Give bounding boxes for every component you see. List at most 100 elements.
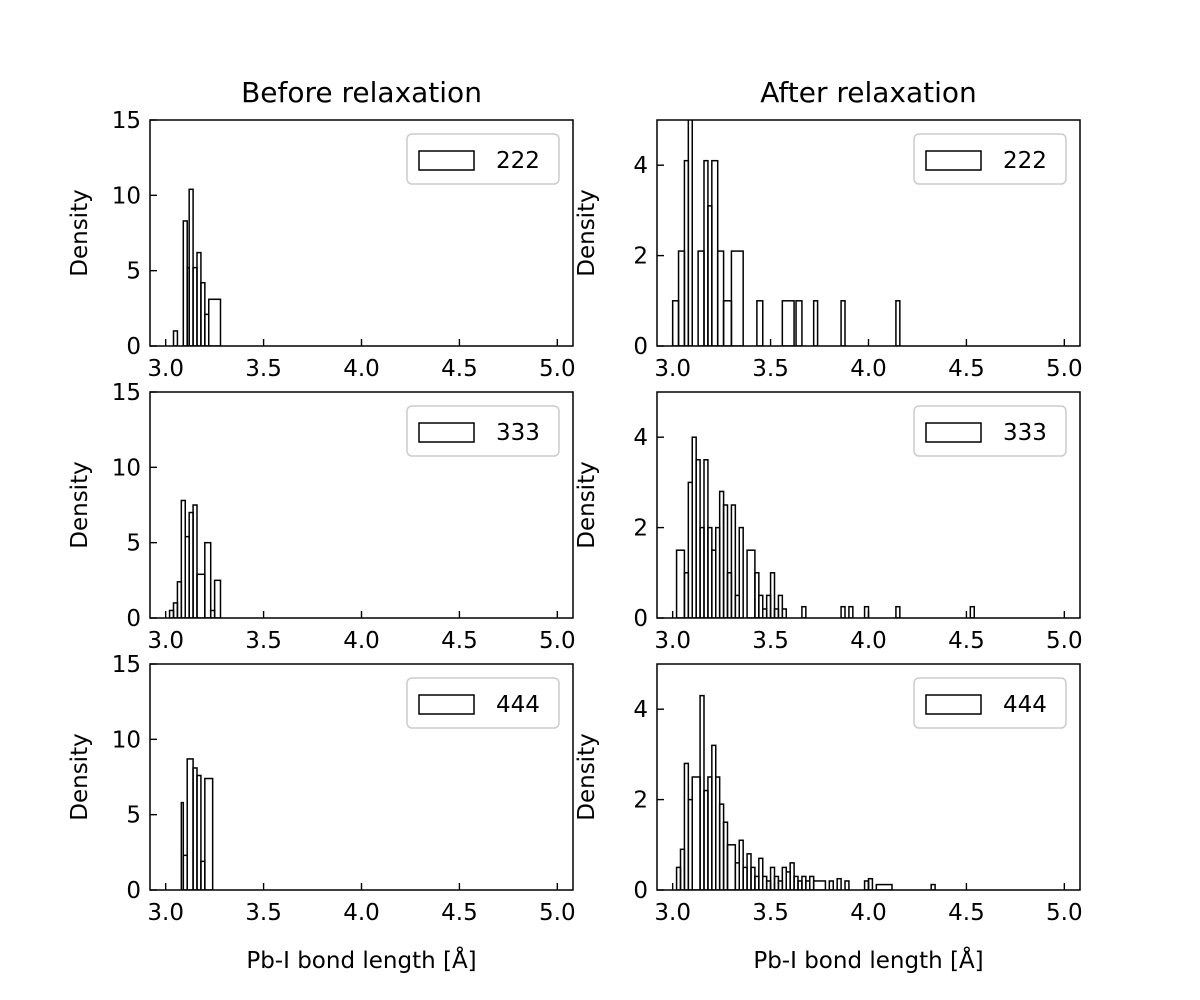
legend-frame <box>913 133 1067 185</box>
y-tick-label: 0 <box>633 334 648 360</box>
y-tick-label: 0 <box>126 606 141 632</box>
x-tick-label: 3.5 <box>245 628 282 654</box>
legend-frame <box>913 405 1067 457</box>
histogram-bar <box>730 250 744 346</box>
y-tick-label: 5 <box>126 803 141 829</box>
legend: 444 <box>913 677 1067 729</box>
y-axis-label: Density <box>67 189 93 276</box>
panel-middle-left: 3.0 3.5 4.0 4.5 5.0 0 5 10 15 Density 333 <box>67 380 576 654</box>
panels-layer: 3.0 3.5 4.0 4.5 5.0 0 5 10 15 Density Before relax… <box>67 76 1083 974</box>
histogram-bar <box>722 504 729 618</box>
panel-top-right: 3.0 3.5 4.0 4.5 5.0 0 2 4 Density After relaxatio… <box>574 76 1083 382</box>
legend-label: 333 <box>496 420 540 446</box>
x-tick-label: 5.0 <box>1046 900 1083 926</box>
y-axis-label: Density <box>67 461 93 548</box>
legend-swatch <box>925 150 982 171</box>
legend-frame <box>406 133 560 185</box>
legend-label: 444 <box>1003 692 1047 718</box>
legend-swatch <box>418 694 475 715</box>
x-tick-label: 4.0 <box>850 900 887 926</box>
histogram-bar <box>848 605 854 618</box>
legend-label: 333 <box>1003 420 1047 446</box>
x-tick-label: 3.5 <box>752 356 789 382</box>
panel-title: After relaxation <box>760 76 977 109</box>
y-tick-label: 0 <box>633 606 648 632</box>
x-tick-label: 4.5 <box>948 628 985 654</box>
legend-label: 444 <box>496 692 540 718</box>
x-tick-label: 3.0 <box>654 900 691 926</box>
y-axis-label: Density <box>574 461 600 548</box>
histogram-bar <box>828 880 835 890</box>
y-tick-label: 2 <box>633 788 648 814</box>
histogram-bar <box>930 883 936 890</box>
x-tick-label: 3.0 <box>654 356 691 382</box>
y-axis-label: Density <box>67 733 93 820</box>
x-tick-label: 5.0 <box>539 628 576 654</box>
y-tick-label: 15 <box>112 652 141 678</box>
histogram-bars <box>172 188 222 346</box>
legend-frame <box>913 677 1067 729</box>
histogram-bar <box>192 504 198 618</box>
x-tick-label: 3.0 <box>654 628 691 654</box>
y-tick-label: 10 <box>112 455 141 481</box>
x-tick-label: 4.0 <box>343 356 380 382</box>
x-tick-label: 3.0 <box>147 356 184 382</box>
legend: 333 <box>406 405 560 457</box>
x-tick-label: 4.0 <box>850 356 887 382</box>
panel-title: Before relaxation <box>241 76 482 109</box>
x-tick-label: 3.5 <box>752 628 789 654</box>
x-tick-label: 3.0 <box>147 900 184 926</box>
x-tick-label: 4.0 <box>343 900 380 926</box>
histogram-bar <box>208 298 222 346</box>
y-tick-label: 0 <box>126 878 141 904</box>
legend-swatch <box>925 422 982 443</box>
y-tick-label: 4 <box>633 153 648 179</box>
x-tick-label: 4.5 <box>948 900 985 926</box>
panel-middle-right: 3.0 3.5 4.0 4.5 5.0 0 2 4 Density 333 <box>574 391 1083 654</box>
x-tick-label: 4.0 <box>850 628 887 654</box>
x-axis-label: Pb-I bond length [Å] <box>246 946 476 974</box>
y-tick-label: 15 <box>112 380 141 406</box>
histogram-bar <box>801 605 807 618</box>
histogram-bar <box>836 877 842 890</box>
histogram-bar <box>812 880 827 890</box>
histogram-bar <box>758 594 764 618</box>
histogram-bar <box>969 605 976 618</box>
x-tick-label: 4.5 <box>441 356 478 382</box>
histogram-bars <box>675 694 936 890</box>
histogram-bars <box>675 436 976 618</box>
x-tick-label: 3.0 <box>147 628 184 654</box>
x-tick-label: 3.5 <box>245 900 282 926</box>
y-tick-label: 10 <box>112 183 141 209</box>
legend-frame <box>406 677 560 729</box>
histogram-bar <box>738 839 744 890</box>
histogram-bar <box>895 605 901 618</box>
y-tick-label: 0 <box>126 334 141 360</box>
histogram-bar <box>716 250 725 346</box>
y-axis-label: Density <box>574 733 600 820</box>
histogram-bar <box>781 608 788 618</box>
y-tick-label: 5 <box>126 259 141 285</box>
legend: 444 <box>406 677 560 729</box>
histogram-bar <box>213 579 222 618</box>
legend-swatch <box>925 694 982 715</box>
legend: 333 <box>913 405 1067 457</box>
x-axis-label: Pb-I bond length [Å] <box>753 946 983 974</box>
histogram-bar <box>844 880 850 890</box>
x-tick-label: 5.0 <box>539 356 576 382</box>
legend: 222 <box>406 133 560 185</box>
y-tick-label: 4 <box>633 425 648 451</box>
legend-label: 222 <box>496 148 540 174</box>
legend-swatch <box>418 150 475 171</box>
y-axis-label: Density <box>574 189 600 276</box>
panel-top-left: 3.0 3.5 4.0 4.5 5.0 0 5 10 15 Density Before relax… <box>67 76 576 382</box>
y-tick-label: 4 <box>633 697 648 723</box>
x-tick-label: 4.5 <box>948 356 985 382</box>
x-tick-label: 5.0 <box>1046 356 1083 382</box>
histogram-bar <box>777 594 784 618</box>
y-tick-label: 15 <box>112 108 141 134</box>
y-tick-label: 10 <box>112 727 141 753</box>
histogram-bar <box>204 777 214 890</box>
legend: 222 <box>913 133 1067 185</box>
